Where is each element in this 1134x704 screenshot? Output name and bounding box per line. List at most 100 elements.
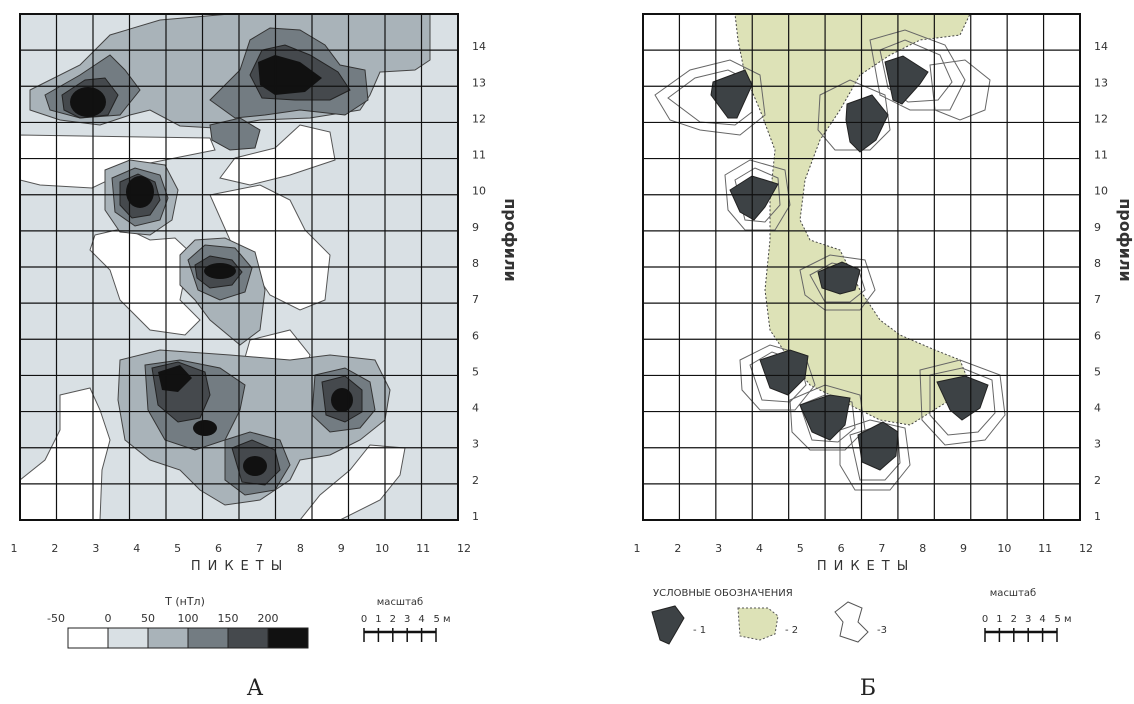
picket-tick-label: 3	[715, 542, 722, 555]
picket-tick-label: 2	[51, 542, 58, 555]
profile-tick-label: 10	[472, 185, 486, 198]
legend-swatch	[267, 627, 309, 649]
picket-tick-label: 8	[297, 542, 304, 555]
picket-tick-label: 9	[338, 542, 345, 555]
profile-tick-label: 4	[1094, 402, 1101, 415]
legend-item-1: - 1	[693, 625, 706, 636]
anomaly-peak-200	[204, 263, 236, 279]
scale-label: 4	[1039, 614, 1045, 625]
profile-tick-label: 11	[1094, 149, 1108, 162]
panel-a-legend: -50 0 50 100 150 200	[47, 612, 309, 649]
legend-value-label: 200	[258, 612, 279, 625]
profile-tick-label: 8	[1094, 257, 1101, 270]
scale-label: 1	[996, 614, 1002, 625]
panel-a-border	[19, 13, 459, 521]
profile-tick-label: 13	[1094, 76, 1108, 89]
profile-tick-label: 9	[1094, 221, 1101, 234]
legend-item-2: - 2	[785, 625, 798, 636]
legend-value-label: -50	[47, 612, 65, 625]
scale-label: 5 м	[433, 614, 450, 625]
profile-tick-label: 2	[472, 474, 479, 487]
profile-tick-label: 1	[472, 510, 479, 523]
panel-a-pickets-label: ПИКЕТЫ	[191, 559, 289, 574]
panel-a-contours	[20, 14, 431, 520]
panel-a-picket-ticks: 1 2 3 4 5 6 7 8 9 10 11 12	[11, 542, 472, 555]
scale-label: 3	[404, 614, 410, 625]
picket-tick-label: 5	[174, 542, 181, 555]
panel-b-scale-title: масштаб	[990, 588, 1036, 599]
legend-swatch	[107, 627, 149, 649]
profile-tick-label: 14	[1094, 40, 1108, 53]
picket-tick-label: 7	[256, 542, 263, 555]
legend-swatch	[227, 627, 269, 649]
panel-b-picket-ticks: 1 2 3 4 5 6 7 8 9 10 11 12	[634, 542, 1094, 555]
anomaly-marker	[817, 261, 861, 295]
profile-tick-label: 3	[1094, 438, 1101, 451]
legend-value-label: 50	[141, 612, 155, 625]
panel-b-caption: Б	[860, 676, 876, 701]
profile-tick-label: 12	[1094, 112, 1108, 125]
picket-tick-label: 6	[838, 542, 845, 555]
anomaly-markers	[710, 55, 989, 471]
picket-tick-label: 10	[997, 542, 1011, 555]
profile-tick-label: 6	[472, 329, 479, 342]
profile-tick-label: 9	[472, 221, 479, 234]
anomaly-peak-200	[331, 388, 353, 412]
anomaly-marker	[759, 349, 809, 396]
panel-b-pickets-label: ПИКЕТЫ	[817, 559, 915, 574]
legend-value-label: 100	[178, 612, 199, 625]
picket-tick-label: 2	[674, 542, 681, 555]
scale-label: 5 м	[1054, 614, 1071, 625]
anomaly-marker	[845, 94, 889, 153]
picket-tick-label: 4	[133, 542, 140, 555]
profile-tick-label: 7	[1094, 293, 1101, 306]
panel-a-caption: А	[247, 676, 264, 701]
picket-tick-label: 1	[634, 542, 641, 555]
scale-label: 0	[982, 614, 988, 625]
panel-a-profiles-label: профили	[501, 198, 520, 282]
legend-zone-symbol	[737, 607, 779, 641]
picket-tick-label: 1	[11, 542, 18, 555]
profile-tick-label: 7	[472, 293, 479, 306]
picket-tick-label: 10	[375, 542, 389, 555]
profile-tick-label: 5	[472, 365, 479, 378]
profile-tick-label: 12	[472, 112, 486, 125]
legend-anomaly-symbol	[651, 605, 685, 645]
profile-tick-label: 6	[1094, 329, 1101, 342]
profile-tick-label: 14	[472, 40, 486, 53]
low-anomaly-zone	[219, 124, 336, 186]
picket-tick-label: 5	[797, 542, 804, 555]
profile-tick-label: 11	[472, 149, 486, 162]
panel-a-scale-title: масштаб	[377, 597, 423, 608]
anomaly-peak-200	[126, 176, 154, 208]
legend-item-3: -3	[877, 625, 887, 636]
legend-contour-symbol	[834, 601, 869, 643]
panel-b-grid	[643, 14, 1080, 520]
picket-tick-label: 12	[457, 542, 471, 555]
panel-a-grid	[20, 14, 458, 520]
panel-b-legend-title: УСЛОВНЫЕ ОБОЗНАЧЕНИЯ	[653, 588, 793, 599]
scale-label: 2	[390, 614, 396, 625]
low-anomaly-zone	[20, 387, 111, 520]
anomaly-peak-200	[70, 87, 106, 117]
legend-value-label: 150	[218, 612, 239, 625]
picket-tick-label: 9	[960, 542, 967, 555]
picket-tick-label: 11	[416, 542, 430, 555]
picket-tick-label: 11	[1038, 542, 1052, 555]
legend-value-label: 0	[105, 612, 112, 625]
legend-swatch	[147, 627, 189, 649]
anomaly-marker	[710, 69, 753, 119]
low-anomaly-zone	[89, 227, 201, 336]
picket-tick-label: 4	[756, 542, 763, 555]
anomaly-peak-200	[258, 55, 322, 95]
profile-tick-label: 4	[472, 402, 479, 415]
profile-tick-label: 10	[1094, 185, 1108, 198]
profile-tick-label: 5	[1094, 365, 1101, 378]
picket-tick-label: 8	[919, 542, 926, 555]
low-anomaly-zone	[299, 444, 406, 520]
legend-swatch	[187, 627, 229, 649]
